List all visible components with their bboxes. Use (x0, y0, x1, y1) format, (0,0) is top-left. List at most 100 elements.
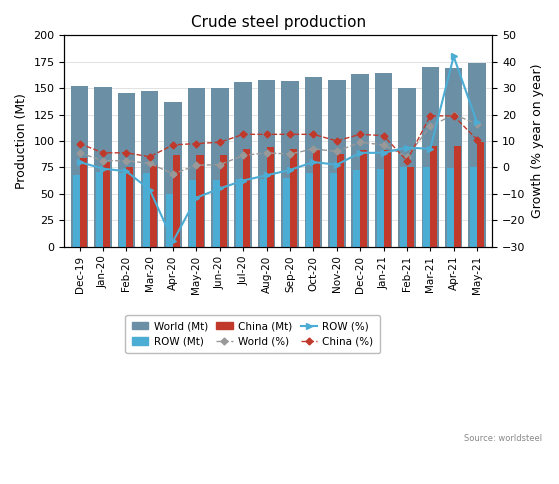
Bar (79, 158, 87, 246)
World (%) (76, 150, 83, 156)
World (%) (216, 162, 223, 167)
China (%) (404, 158, 410, 164)
ROW (%) (380, 150, 387, 156)
ROW (%) (240, 178, 247, 183)
ROW (%) (357, 150, 363, 156)
Bar (150, 165, 157, 246)
Bar (281, 81, 299, 246)
Bar (143, 173, 150, 246)
Bar (103, 162, 110, 246)
World (%) (404, 154, 410, 160)
Bar (290, 150, 297, 246)
ROW (%) (404, 145, 410, 151)
Bar (94, 87, 112, 246)
ROW (%) (287, 167, 293, 173)
ROW (%) (146, 187, 153, 193)
Bar (337, 153, 344, 246)
China (%) (473, 136, 480, 142)
Bar (258, 80, 276, 246)
Bar (400, 167, 407, 246)
Bar (96, 171, 103, 246)
World (%) (100, 158, 106, 164)
Line: World (%): World (%) (77, 112, 480, 176)
World (%) (427, 123, 434, 129)
Bar (211, 88, 229, 246)
Bar (188, 88, 205, 246)
Bar (445, 68, 462, 246)
World (%) (193, 162, 200, 168)
Bar (377, 169, 383, 246)
Bar (430, 146, 437, 246)
Bar (71, 86, 88, 246)
Bar (375, 74, 392, 246)
Bar (360, 151, 367, 246)
World (%) (240, 152, 247, 158)
China (%) (451, 113, 457, 119)
Bar (454, 146, 461, 246)
ROW (%) (310, 159, 317, 165)
Bar (477, 142, 484, 246)
China (%) (193, 141, 200, 147)
Line: China (%): China (%) (77, 113, 480, 163)
World (%) (310, 146, 317, 152)
Bar (421, 67, 439, 246)
World (%) (170, 171, 177, 177)
Bar (267, 147, 274, 246)
Bar (305, 76, 322, 246)
Bar (190, 180, 197, 246)
Bar (470, 167, 477, 246)
China (%) (100, 150, 106, 156)
China (%) (310, 132, 317, 137)
Bar (330, 173, 337, 246)
Bar (73, 175, 79, 246)
China (%) (287, 132, 293, 137)
Bar (119, 173, 126, 246)
ROW (%) (263, 172, 270, 178)
Bar (234, 82, 252, 246)
ROW (%) (451, 54, 457, 60)
Bar (197, 155, 203, 246)
ROW (%) (216, 185, 223, 191)
World (%) (380, 142, 387, 148)
Bar (407, 167, 414, 246)
China (%) (427, 113, 434, 119)
ROW (%) (100, 166, 106, 171)
Bar (220, 155, 227, 246)
World (%) (123, 158, 130, 164)
China (%) (240, 132, 247, 137)
Bar (352, 75, 369, 246)
ROW (%) (427, 146, 434, 152)
World (%) (357, 139, 363, 145)
Bar (447, 168, 454, 246)
Bar (353, 170, 360, 246)
ROW (%) (333, 162, 340, 167)
Line: ROW (%): ROW (%) (76, 53, 481, 245)
Bar (314, 151, 320, 246)
Bar (173, 155, 180, 246)
China (%) (333, 138, 340, 144)
Bar (328, 80, 345, 246)
China (%) (123, 150, 130, 156)
Bar (243, 150, 250, 246)
China (%) (146, 154, 153, 160)
World (%) (287, 151, 293, 157)
Bar (383, 151, 391, 246)
Bar (141, 91, 159, 246)
Bar (213, 180, 220, 246)
Text: Source: worldsteel: Source: worldsteel (464, 434, 542, 443)
Bar (117, 93, 135, 246)
China (%) (380, 133, 387, 138)
Bar (306, 173, 314, 246)
ROW (%) (170, 238, 177, 244)
China (%) (263, 132, 270, 137)
Title: Crude steel production: Crude steel production (191, 15, 366, 30)
Bar (283, 178, 290, 246)
World (%) (263, 150, 270, 156)
China (%) (216, 139, 223, 145)
China (%) (357, 132, 363, 137)
Bar (468, 63, 486, 246)
Legend: World (Mt), ROW (Mt), China (Mt), World (%), ROW (%), China (%): World (Mt), ROW (Mt), China (Mt), World … (125, 315, 380, 353)
Bar (398, 88, 416, 246)
Bar (126, 167, 134, 246)
ROW (%) (193, 195, 200, 200)
